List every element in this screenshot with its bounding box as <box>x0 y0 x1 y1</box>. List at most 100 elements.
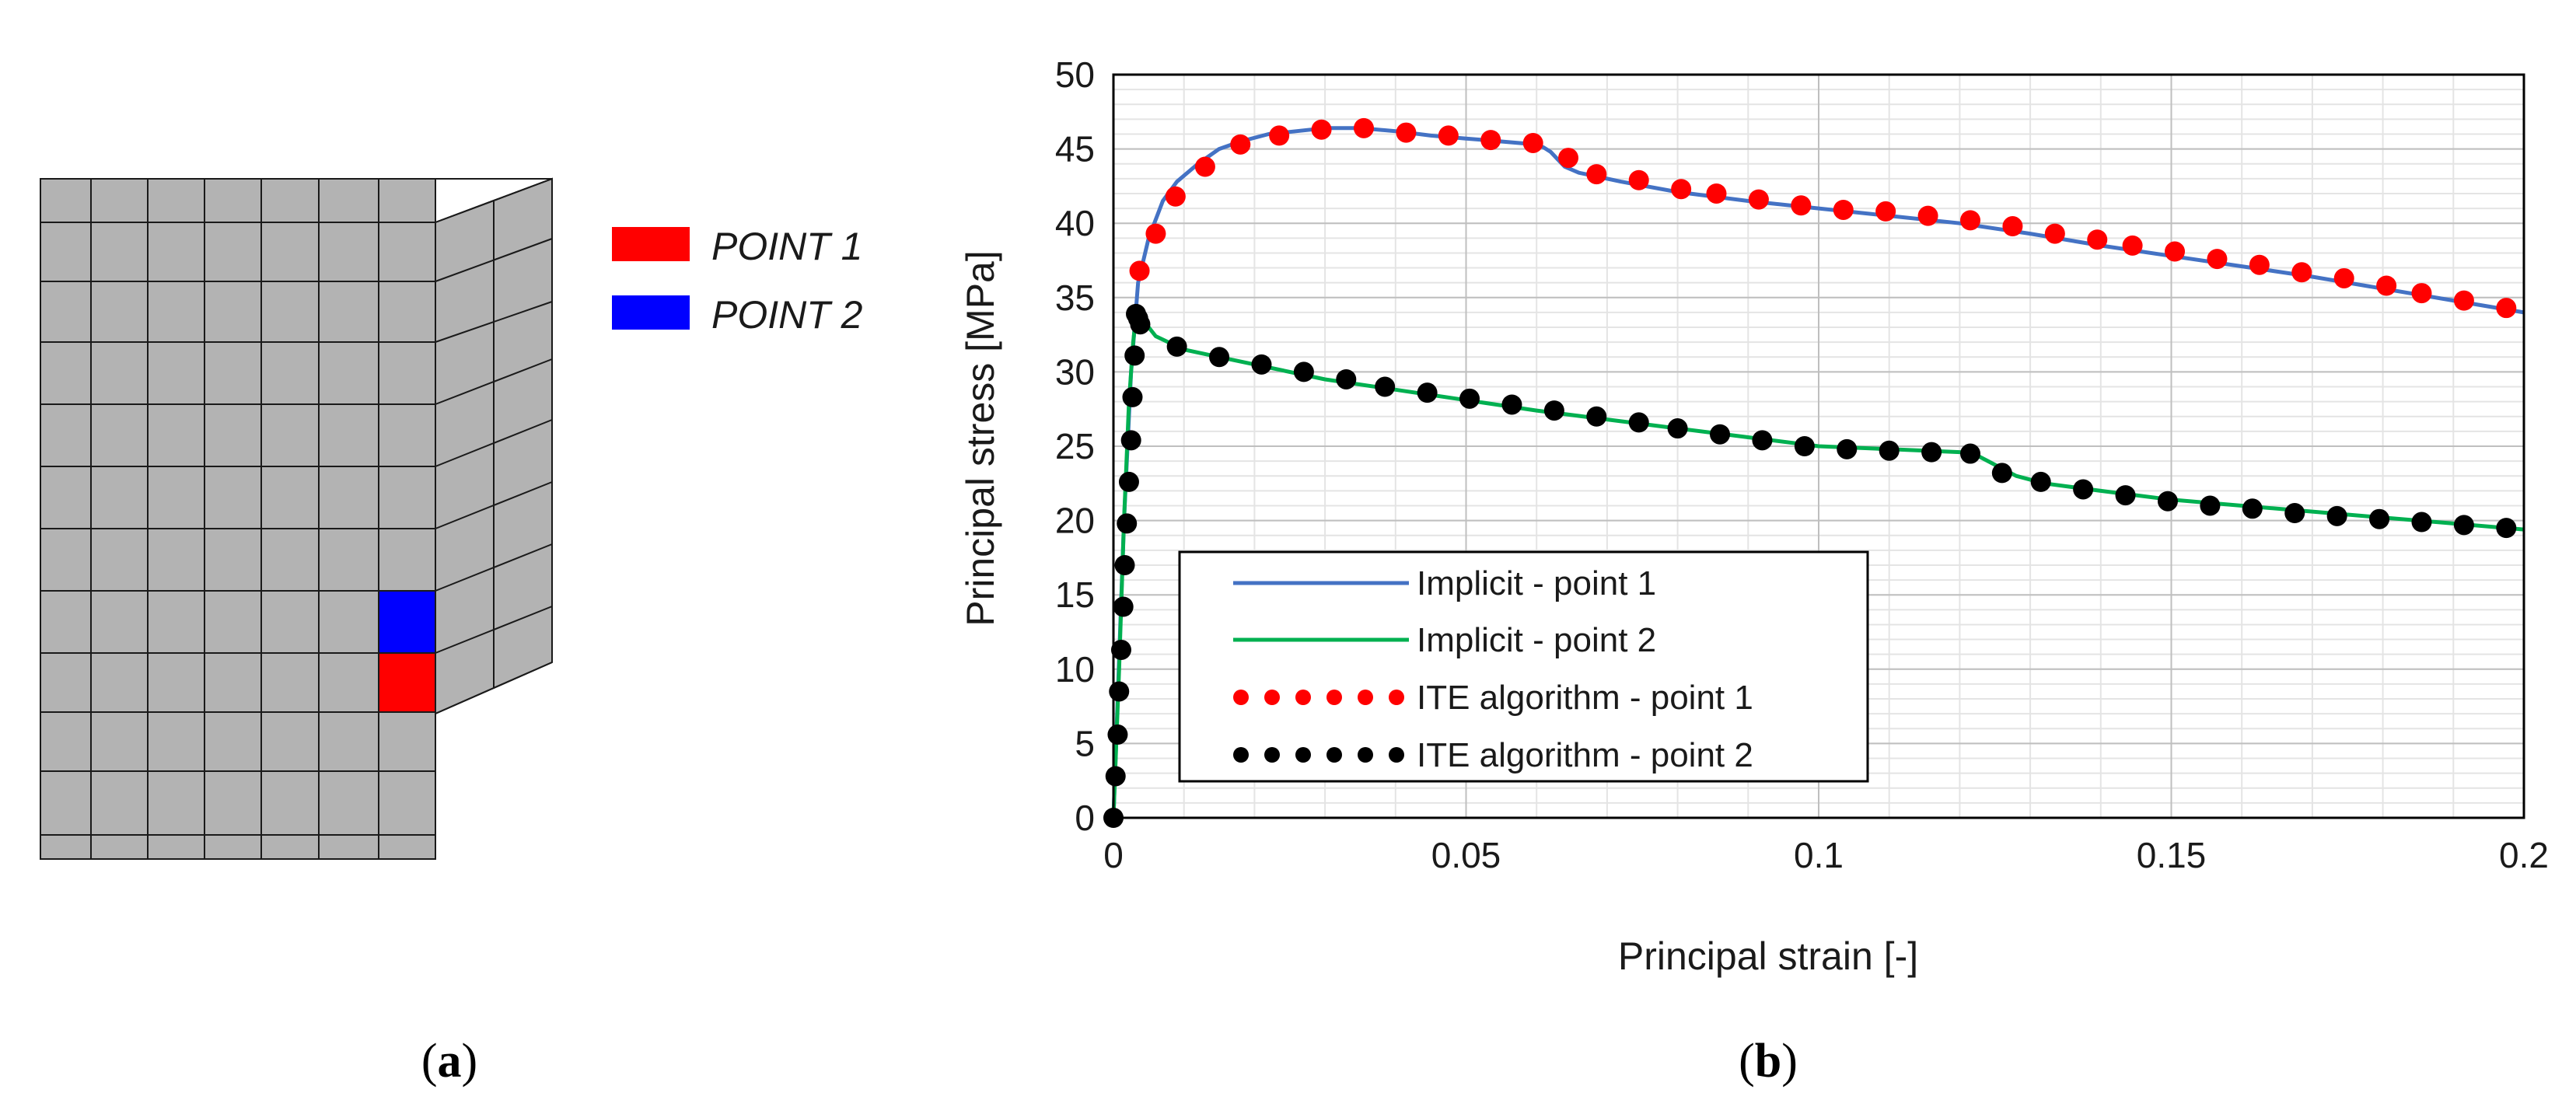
data-point-series-3 <box>1396 122 1417 143</box>
data-point-series-3 <box>1917 205 1938 226</box>
legend-samples <box>1233 581 1409 763</box>
data-point-series-4 <box>1118 471 1139 492</box>
data-point-series-3 <box>1480 130 1501 151</box>
data-point-series-4 <box>2496 518 2517 539</box>
data-point-series-4 <box>1752 430 1773 451</box>
y-tick-label: 50 <box>1055 54 1095 95</box>
data-point-series-3 <box>2496 298 2517 319</box>
x-axis-label: Principal strain [-] <box>1618 934 1918 978</box>
data-point-series-4 <box>1991 463 2012 484</box>
data-point-series-4 <box>2411 512 2432 533</box>
data-point-series-4 <box>1117 513 1138 534</box>
data-point-series-3 <box>1230 134 1251 155</box>
data-point-series-4 <box>1209 347 1230 368</box>
data-point-series-4 <box>1107 724 1128 745</box>
legend-sample-dot <box>1326 690 1342 705</box>
panel-label-b: (b) <box>1739 1035 1798 1088</box>
data-point-series-4 <box>1251 354 1272 375</box>
legend-sample-dot <box>1326 747 1342 763</box>
data-point-series-3 <box>1791 195 1812 216</box>
legend-sample-dot <box>1264 690 1280 705</box>
data-point-series-4 <box>1336 368 1357 389</box>
data-point-series-3 <box>1558 148 1579 169</box>
data-point-series-3 <box>2207 249 2228 270</box>
data-point-series-4 <box>2030 471 2051 492</box>
x-tick-label: 0.15 <box>2137 835 2207 875</box>
plot-area-frame <box>1112 73 2525 819</box>
data-point-series-4 <box>1124 345 1145 366</box>
panel-b-open-paren: ( <box>1739 1035 1755 1088</box>
data-point-series-3 <box>2376 275 2397 296</box>
data-point-series-3 <box>1194 156 1215 177</box>
y-tick-label: 45 <box>1055 129 1095 169</box>
data-point-series-4 <box>1960 443 1981 464</box>
legend-sample-dot <box>1358 690 1373 705</box>
data-point-series-4 <box>1166 336 1187 357</box>
data-point-series-3 <box>2333 267 2354 288</box>
legend-sample-dot <box>1295 747 1311 763</box>
data-point-series-4 <box>2453 515 2474 536</box>
data-point-series-3 <box>1165 186 1186 207</box>
point-2-element <box>379 591 435 653</box>
data-point-series-3 <box>1706 183 1727 204</box>
panel-a-letter: a <box>438 1035 462 1088</box>
data-point-series-3 <box>1875 201 1896 222</box>
data-point-series-4 <box>1837 438 1858 459</box>
data-point-series-3 <box>1748 189 1769 210</box>
x-tick-label: 0.2 <box>2499 835 2549 875</box>
data-point-series-4 <box>1130 314 1151 335</box>
data-point-series-3 <box>1145 223 1166 244</box>
point-2-legend-label: POINT 2 <box>711 293 863 337</box>
data-point-series-4 <box>1293 361 1314 382</box>
data-point-series-3 <box>1353 117 1374 138</box>
data-point-series-3 <box>1129 260 1150 281</box>
series-markers <box>1103 117 2517 828</box>
point-2-swatch <box>612 295 690 330</box>
data-point-series-3 <box>2087 229 2108 250</box>
point-1-legend-label: POINT 1 <box>711 225 862 268</box>
panel-a-open-paren: ( <box>421 1035 438 1088</box>
highlight-outline <box>378 590 436 713</box>
data-point-series-4 <box>2157 491 2178 512</box>
data-point-series-3 <box>1628 169 1649 190</box>
legend-sample-dot <box>1358 747 1373 763</box>
data-point-series-4 <box>1459 388 1480 409</box>
legend-label-ite-1: ITE algorithm - point 1 <box>1417 679 1753 717</box>
data-point-series-3 <box>1586 164 1607 185</box>
mesh-legend: POINT 1 POINT 2 <box>612 225 863 337</box>
data-point-series-4 <box>1113 596 1134 617</box>
data-point-series-4 <box>1501 394 1522 415</box>
data-point-series-3 <box>2002 216 2023 237</box>
data-point-series-4 <box>1586 406 1607 427</box>
legend-sample-dot <box>1264 747 1280 763</box>
data-point-series-4 <box>1110 639 1131 660</box>
data-point-series-3 <box>2122 235 2143 256</box>
data-point-series-3 <box>1311 119 1332 140</box>
y-tick-label: 40 <box>1055 203 1095 243</box>
data-point-series-4 <box>1105 766 1126 787</box>
data-point-series-3 <box>1438 125 1459 146</box>
stress-strain-chart: 0 0.05 0.1 0.15 0.2 0 5 10 15 20 25 30 35 40 45 50 Pri… <box>959 54 2549 978</box>
data-point-series-3 <box>1671 179 1692 200</box>
x-tick-label: 0 <box>1103 835 1124 875</box>
x-axis-tick-labels: 0 0.05 0.1 0.15 0.2 <box>1103 835 2549 875</box>
data-point-series-4 <box>1375 376 1396 397</box>
data-point-series-4 <box>1543 400 1564 421</box>
data-point-series-4 <box>1628 412 1649 433</box>
y-tick-label: 15 <box>1055 574 1095 615</box>
mesh-front-face <box>40 178 436 860</box>
data-point-series-4 <box>1109 681 1130 702</box>
data-point-series-4 <box>1710 424 1731 445</box>
legend-label-ite-2: ITE algorithm - point 2 <box>1417 736 1753 774</box>
panel-a-close-paren: ) <box>462 1035 478 1088</box>
legend-label-implicit-1: Implicit - point 1 <box>1417 564 1656 602</box>
data-point-series-4 <box>1120 430 1141 451</box>
data-point-series-3 <box>2411 283 2432 304</box>
data-point-series-4 <box>2284 503 2305 524</box>
point-1-element <box>379 653 435 712</box>
data-point-series-4 <box>1417 382 1438 403</box>
y-tick-label: 10 <box>1055 649 1095 690</box>
data-point-series-4 <box>2242 498 2263 519</box>
point-1-swatch <box>612 227 690 261</box>
